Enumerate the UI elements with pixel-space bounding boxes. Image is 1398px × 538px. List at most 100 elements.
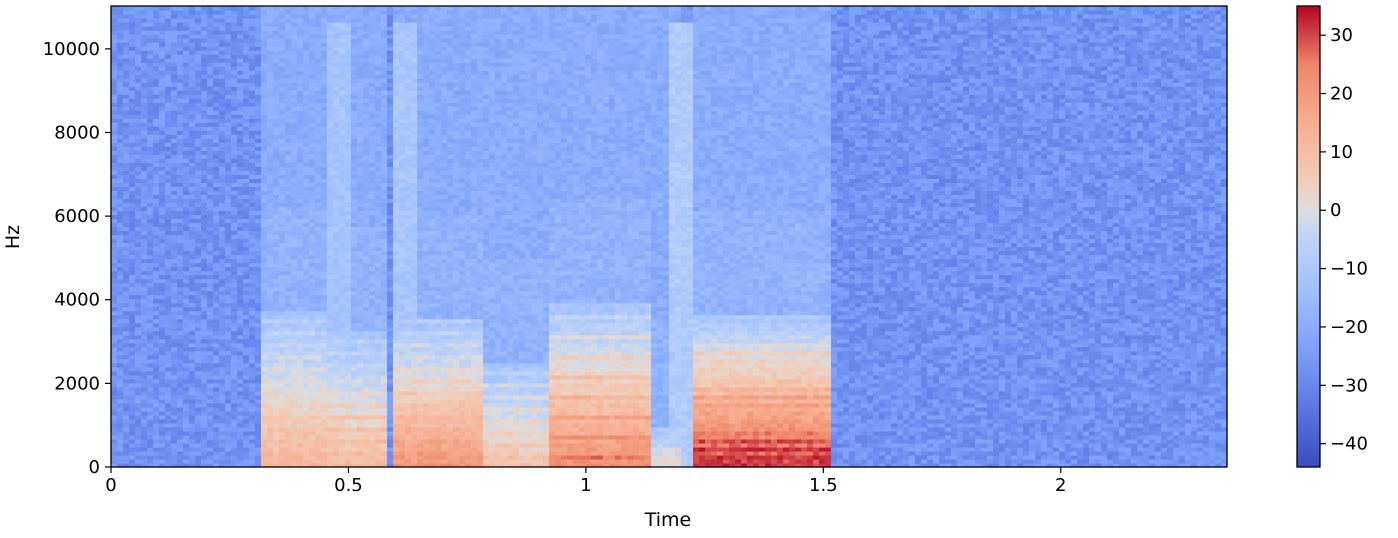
spectrogram-cell (249, 46, 256, 51)
spectrogram-cell (309, 350, 316, 356)
spectrogram-cell (159, 374, 166, 380)
spectrogram-cell (123, 130, 130, 135)
spectrogram-cell (243, 270, 250, 276)
spectrogram-cell (297, 46, 304, 51)
spectrogram-cell (261, 22, 268, 27)
spectrogram-cell (237, 270, 244, 276)
spectrogram-cell (321, 54, 328, 59)
spectrogram-cell (195, 306, 202, 312)
spectrogram-cell (159, 458, 166, 464)
spectrogram-cell (123, 94, 130, 99)
spectrogram-cell (231, 226, 238, 232)
spectrogram-cell (303, 190, 310, 196)
spectrogram-cell (261, 282, 268, 288)
spectrogram-cell (285, 214, 292, 220)
spectrogram-cell (153, 62, 160, 67)
spectrogram-cell (123, 106, 130, 111)
spectrogram-cell (117, 86, 124, 91)
spectrogram-cell (231, 446, 238, 452)
spectrogram-cell (279, 94, 286, 99)
spectrogram-cell (231, 166, 238, 171)
spectrogram-cell (153, 354, 160, 360)
spectrogram-cell (297, 450, 304, 456)
spectrogram-cell (207, 46, 214, 51)
spectrogram-cell (195, 150, 202, 155)
spectrogram-cell (171, 338, 178, 344)
spectrogram-cell (321, 382, 328, 388)
spectrogram-cell (171, 186, 178, 191)
spectrogram-cell (243, 158, 250, 163)
spectrogram-cell (147, 62, 154, 67)
spectrogram-cell (135, 102, 142, 107)
spectrogram-cell (237, 426, 244, 432)
spectrogram-cell (231, 222, 238, 228)
spectrogram-cell (303, 366, 310, 372)
spectrogram-cell (351, 126, 358, 131)
spectrogram-cell (117, 442, 124, 448)
spectrogram-cell (339, 386, 346, 392)
spectrogram-cell (345, 134, 352, 139)
spectrogram-cell (141, 334, 148, 340)
spectrogram-cell (207, 246, 214, 252)
spectrogram-cell (225, 202, 232, 208)
spectrogram-cell (261, 322, 268, 328)
spectrogram-cell (357, 346, 364, 352)
spectrogram-cell (351, 366, 358, 372)
spectrogram-cell (321, 314, 328, 320)
spectrogram-cell (303, 234, 310, 240)
spectrogram-cell (267, 222, 274, 228)
spectrogram-cell (351, 34, 358, 39)
spectrogram-cell (159, 22, 166, 27)
spectrogram-cell (273, 66, 280, 71)
spectrogram-cell (345, 90, 352, 95)
spectrogram-cell (279, 66, 286, 71)
spectrogram-cell (153, 182, 160, 187)
spectrogram-cell (339, 402, 346, 408)
spectrogram-cell (123, 158, 130, 163)
spectrogram-cell (153, 462, 160, 468)
spectrogram-cell (249, 322, 256, 328)
spectrogram-cell (129, 254, 136, 260)
spectrogram-cell (297, 322, 304, 328)
spectrogram-cell (207, 42, 214, 47)
spectrogram-cell (147, 446, 154, 452)
spectrogram-cell (345, 226, 352, 232)
spectrogram-cell (207, 114, 214, 119)
spectrogram-cell (231, 98, 238, 103)
spectrogram-cell (177, 306, 184, 312)
spectrogram-cell (207, 50, 214, 55)
spectrogram-cell (255, 358, 262, 364)
spectrogram-cell (297, 82, 304, 87)
spectrogram-cell (123, 118, 130, 123)
spectrogram-cell (267, 414, 274, 420)
spectrogram-cell (165, 62, 172, 67)
spectrogram-cell (219, 462, 226, 468)
spectrogram-cell (255, 58, 262, 63)
spectrogram-cell (339, 438, 346, 444)
spectrogram-cell (129, 270, 136, 276)
spectrogram-cell (333, 22, 340, 27)
spectrogram-cell (237, 58, 244, 63)
spectrogram-cell (351, 10, 358, 15)
spectrogram-cell (129, 390, 136, 396)
spectrogram-cell (255, 18, 262, 23)
spectrogram-cell (111, 326, 118, 332)
spectrogram-cell (273, 422, 280, 428)
spectrogram-cell (297, 186, 304, 191)
spectrogram-cell (339, 226, 346, 232)
spectrogram-cell (273, 430, 280, 436)
spectrogram-cell (171, 286, 178, 292)
spectrogram-cell (225, 210, 232, 216)
spectrogram-cell (321, 22, 328, 27)
spectrogram-cell (177, 194, 184, 200)
spectrogram-cell (345, 418, 352, 424)
spectrogram-cell (267, 290, 274, 296)
spectrogram-cell (129, 46, 136, 51)
spectrogram-cell (237, 182, 244, 187)
spectrogram-cell (351, 274, 358, 280)
spectrogram-cell (297, 10, 304, 15)
spectrogram-cell (225, 126, 232, 131)
spectrogram-cell (357, 310, 364, 316)
spectrogram-cell (327, 246, 334, 252)
spectrogram-cell (135, 454, 142, 460)
